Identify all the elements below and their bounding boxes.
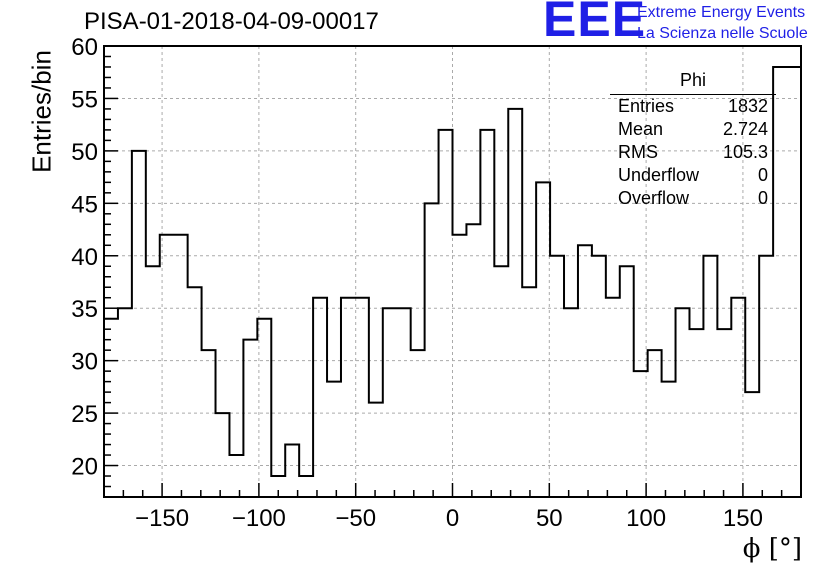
x-tick-label: 100: [626, 505, 666, 532]
x-tick-label: −150: [135, 505, 189, 532]
y-tick-label: 25: [71, 401, 98, 428]
x-tick-label: 150: [723, 505, 763, 532]
x-tick-label: 0: [446, 505, 459, 532]
histogram-bin: [104, 319, 118, 497]
histogram-bin: [132, 151, 146, 497]
stats-value: 0: [757, 188, 768, 208]
histogram-bin: [425, 203, 439, 497]
histogram-bin: [229, 455, 243, 497]
histogram-bin: [453, 235, 467, 497]
histogram-bin: [550, 256, 564, 497]
logo-line-2: La Scienza nelle Scuole: [637, 25, 808, 42]
y-tick-label: 30: [71, 349, 98, 376]
histogram-bin: [606, 298, 620, 497]
stats-value: 2.724: [722, 119, 768, 139]
histogram-bin: [118, 308, 132, 497]
x-axis-label: ϕ [°]: [742, 534, 802, 564]
histogram-bin: [174, 235, 188, 497]
stats-row: RMS 105.3: [610, 141, 776, 164]
histogram-bin: [689, 329, 703, 497]
histogram-bin: [257, 319, 271, 497]
stats-row: Overflow 0: [610, 187, 776, 210]
histogram-bin: [313, 298, 327, 497]
x-tick-label: −100: [232, 505, 286, 532]
histogram-bin: [243, 340, 257, 497]
x-tick-label: 50: [536, 505, 563, 532]
stats-value: 0: [757, 165, 768, 185]
stats-label: Entries: [618, 96, 675, 116]
stats-value: 1832: [727, 96, 768, 116]
stats-title: Phi: [610, 70, 776, 95]
y-tick-label: 40: [71, 244, 98, 271]
histogram-bin: [564, 308, 578, 497]
histogram-bin: [299, 476, 313, 497]
histogram-bin: [216, 413, 230, 497]
histogram-bin: [146, 266, 160, 497]
histogram-bin: [285, 445, 299, 497]
histogram-bin: [787, 67, 801, 497]
histogram-bin: [202, 350, 216, 497]
histogram-bin: [327, 382, 341, 497]
eee-logo: EEE: [543, 0, 647, 47]
stats-row: Mean 2.724: [610, 118, 776, 141]
histogram-bin: [662, 382, 676, 497]
histogram-bin: [592, 256, 606, 497]
histogram-bins: [104, 65, 801, 497]
stats-label: Mean: [618, 119, 664, 139]
histogram-bin: [703, 256, 717, 497]
histogram-bin: [536, 182, 550, 497]
histogram-bin: [355, 298, 369, 497]
histogram-bin: [634, 371, 648, 497]
logo-line-1: Extreme Energy Events: [637, 4, 806, 21]
y-axis-label: Entries/bin: [26, 50, 57, 173]
histogram-bin: [648, 350, 662, 497]
histogram-bin: [369, 403, 383, 497]
stats-row: Underflow 0: [610, 164, 776, 187]
histogram-bin: [620, 266, 634, 497]
histogram-bin: [745, 392, 759, 497]
y-tick-label: 45: [71, 191, 98, 218]
tick-labels: −150 −100 −50 0 50 100 150 20 25 30 35 40 45 50 55 60: [71, 34, 763, 532]
x-tick-label: −50: [335, 505, 376, 532]
stats-label: RMS: [618, 142, 658, 162]
y-tick-label: 35: [71, 296, 98, 323]
y-tick-label: 20: [71, 454, 98, 481]
histogram-outline: [104, 65, 801, 478]
histogram-bin: [383, 308, 397, 497]
histogram-bin: [341, 298, 355, 497]
y-tick-label: 55: [71, 86, 98, 113]
histogram-bin: [480, 130, 494, 497]
histogram-bin: [759, 256, 773, 497]
histogram-bin: [508, 109, 522, 497]
stats-value: 105.3: [722, 142, 768, 162]
histogram-bin: [494, 266, 508, 497]
y-tick-label: 50: [71, 139, 98, 166]
stats-label: Underflow: [618, 165, 700, 185]
y-tick-label: 60: [71, 34, 98, 61]
stats-box: Phi Entries 1832 Mean 2.724 RMS 105.3 Un…: [610, 70, 776, 210]
histogram-bin: [676, 308, 690, 497]
histogram-bin: [397, 308, 411, 497]
stats-row: Entries 1832: [610, 95, 776, 118]
histogram-bin: [578, 245, 592, 497]
plot-title: PISA-01-2018-04-09-00017: [84, 8, 379, 35]
histogram-bin: [411, 350, 425, 497]
histogram-bin: [439, 130, 453, 497]
stats-label: Overflow: [618, 188, 690, 208]
